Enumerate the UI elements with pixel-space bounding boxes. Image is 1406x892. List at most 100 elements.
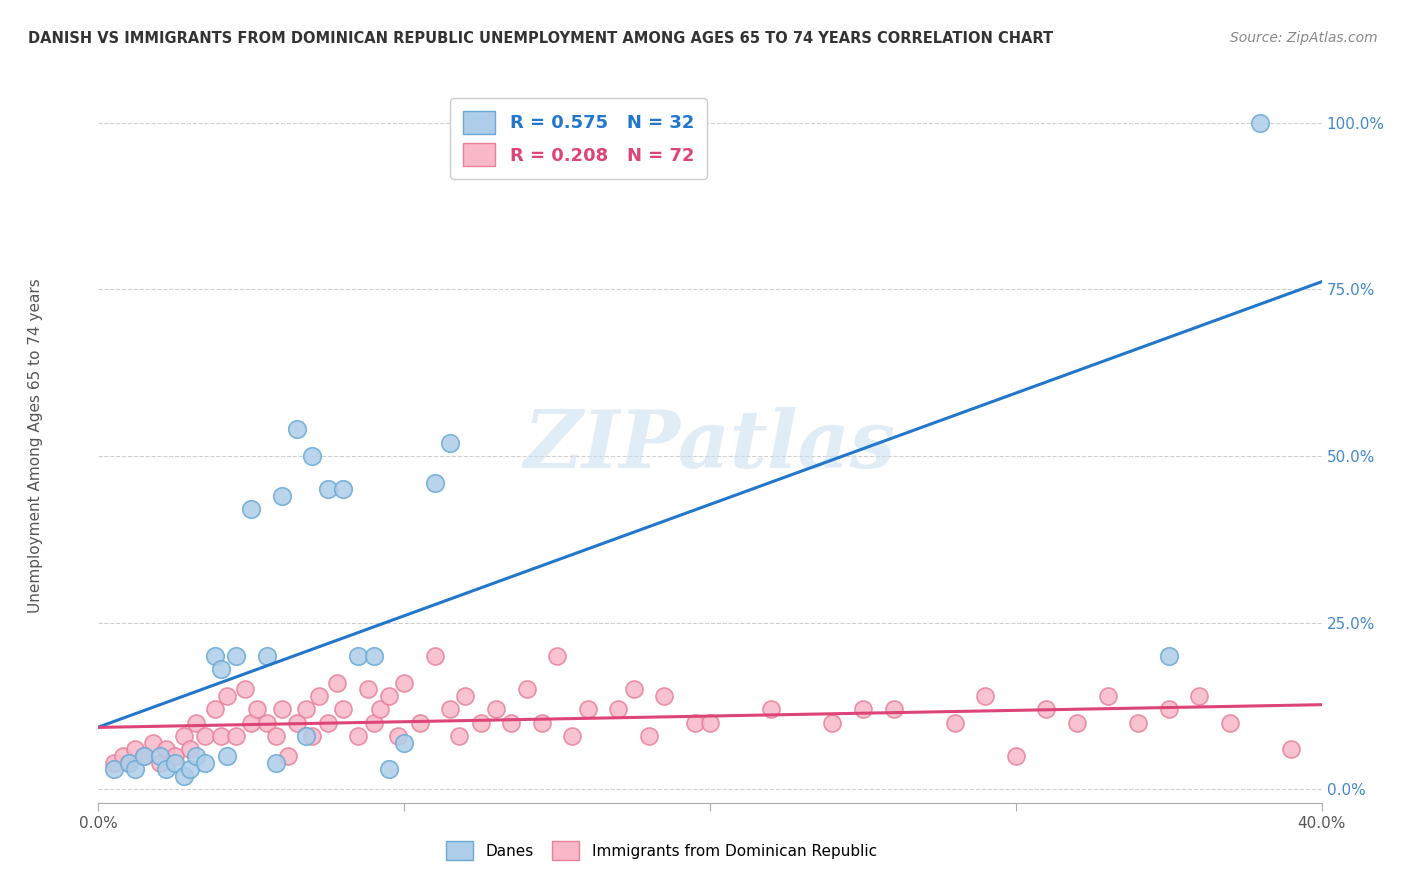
- Point: [759, 702, 782, 716]
- Point: [142, 736, 165, 750]
- Point: [209, 662, 232, 676]
- Point: [1097, 689, 1119, 703]
- Text: Source: ZipAtlas.com: Source: ZipAtlas.com: [1230, 31, 1378, 45]
- Point: [1249, 115, 1271, 129]
- Point: [1004, 749, 1026, 764]
- Point: [852, 702, 875, 716]
- Point: [607, 702, 630, 716]
- Point: [363, 715, 385, 730]
- Legend: Danes, Immigrants from Dominican Republic: Danes, Immigrants from Dominican Republi…: [440, 835, 883, 866]
- Point: [285, 422, 308, 436]
- Point: [943, 715, 966, 730]
- Point: [209, 729, 232, 743]
- Point: [186, 715, 208, 730]
- Point: [277, 749, 299, 764]
- Text: Unemployment Among Ages 65 to 74 years: Unemployment Among Ages 65 to 74 years: [28, 278, 42, 614]
- Point: [179, 763, 201, 777]
- Point: [378, 763, 401, 777]
- Point: [149, 756, 172, 770]
- Point: [233, 682, 256, 697]
- Point: [883, 702, 905, 716]
- Point: [246, 702, 269, 716]
- Point: [392, 675, 416, 690]
- Point: [301, 449, 323, 463]
- Point: [546, 649, 568, 664]
- Point: [332, 483, 354, 497]
- Point: [240, 715, 263, 730]
- Point: [347, 649, 370, 664]
- Point: [285, 715, 308, 730]
- Point: [1157, 649, 1180, 664]
- Point: [316, 483, 339, 497]
- Point: [204, 702, 226, 716]
- Point: [225, 729, 247, 743]
- Point: [295, 702, 318, 716]
- Point: [332, 702, 354, 716]
- Point: [392, 736, 416, 750]
- Point: [454, 689, 477, 703]
- Text: ZIPatlas: ZIPatlas: [524, 408, 896, 484]
- Point: [378, 689, 401, 703]
- Point: [387, 729, 409, 743]
- Point: [118, 756, 141, 770]
- Point: [683, 715, 706, 730]
- Point: [347, 729, 370, 743]
- Point: [423, 649, 446, 664]
- Point: [270, 702, 292, 716]
- Point: [576, 702, 599, 716]
- Point: [155, 742, 177, 756]
- Point: [240, 502, 263, 516]
- Point: [134, 749, 156, 764]
- Point: [501, 715, 523, 730]
- Point: [326, 675, 349, 690]
- Point: [1128, 715, 1150, 730]
- Point: [485, 702, 508, 716]
- Point: [134, 749, 156, 764]
- Point: [204, 649, 226, 664]
- Point: [699, 715, 721, 730]
- Point: [149, 749, 172, 764]
- Point: [301, 729, 323, 743]
- Point: [652, 689, 675, 703]
- Point: [225, 649, 247, 664]
- Point: [316, 715, 339, 730]
- Point: [124, 763, 146, 777]
- Point: [408, 715, 430, 730]
- Point: [179, 742, 201, 756]
- Point: [186, 749, 208, 764]
- Point: [368, 702, 391, 716]
- Point: [637, 729, 661, 743]
- Point: [194, 756, 217, 770]
- Point: [256, 649, 278, 664]
- Point: [256, 715, 278, 730]
- Point: [194, 729, 217, 743]
- Point: [516, 682, 538, 697]
- Point: [264, 729, 287, 743]
- Point: [821, 715, 844, 730]
- Point: [439, 435, 461, 450]
- Point: [974, 689, 997, 703]
- Text: DANISH VS IMMIGRANTS FROM DOMINICAN REPUBLIC UNEMPLOYMENT AMONG AGES 65 TO 74 YE: DANISH VS IMMIGRANTS FROM DOMINICAN REPU…: [28, 31, 1053, 46]
- Point: [423, 475, 446, 490]
- Point: [111, 749, 134, 764]
- Point: [623, 682, 645, 697]
- Point: [295, 729, 318, 743]
- Point: [163, 749, 186, 764]
- Point: [264, 756, 287, 770]
- Point: [308, 689, 330, 703]
- Point: [270, 489, 292, 503]
- Point: [561, 729, 583, 743]
- Point: [356, 682, 378, 697]
- Point: [1066, 715, 1088, 730]
- Point: [470, 715, 492, 730]
- Point: [1279, 742, 1302, 756]
- Point: [155, 763, 177, 777]
- Point: [1219, 715, 1241, 730]
- Point: [1188, 689, 1211, 703]
- Point: [103, 763, 125, 777]
- Point: [1157, 702, 1180, 716]
- Point: [530, 715, 553, 730]
- Point: [173, 729, 195, 743]
- Point: [124, 742, 146, 756]
- Point: [215, 689, 238, 703]
